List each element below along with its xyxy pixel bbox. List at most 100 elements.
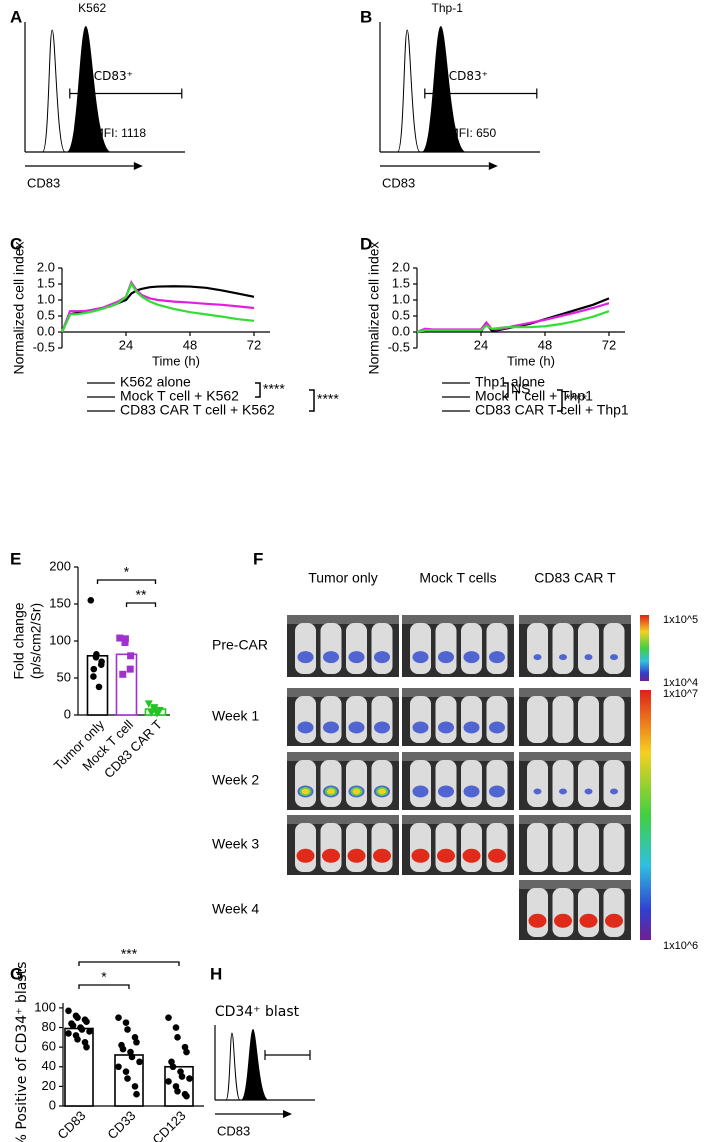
y-tick-label: 60 (42, 1039, 56, 1054)
x-tick-label: CD83 (54, 1108, 88, 1142)
panel-letter: D (360, 234, 372, 253)
signal (323, 651, 339, 664)
mouse (578, 760, 599, 807)
panel-letter: E (10, 549, 21, 568)
x-tick-label: 72 (602, 337, 616, 352)
series-line (60, 281, 255, 333)
signal (323, 721, 339, 734)
mouse (435, 760, 457, 807)
mouse (320, 760, 342, 807)
y-axis-label: Normalized cell index (366, 241, 382, 374)
mouse (486, 623, 508, 674)
significance-bracket (557, 389, 563, 412)
mouse (435, 696, 457, 743)
signal (348, 721, 365, 734)
y-tick-label: 0 (49, 1097, 56, 1112)
y-tick-label: 200 (49, 558, 71, 573)
x-tick-label: 48 (183, 337, 197, 352)
mouse (552, 760, 574, 807)
signal (528, 913, 547, 928)
mouse (320, 623, 342, 674)
data-point (183, 1092, 190, 1100)
significance-label: NS (511, 381, 530, 397)
signal (322, 848, 340, 863)
data-point (86, 1028, 93, 1035)
signal (463, 651, 480, 664)
y-tick-label: 100 (34, 999, 56, 1014)
data-point (65, 1030, 72, 1037)
arrow-head (133, 162, 143, 170)
column-title: CD83 CAR T (534, 570, 616, 586)
signal (437, 848, 455, 863)
data-point (121, 635, 129, 643)
signal (378, 788, 386, 795)
signal (348, 651, 365, 664)
mouse (552, 823, 574, 872)
data-point (74, 1014, 81, 1022)
mouse (552, 888, 574, 937)
data-point (165, 1014, 172, 1022)
mouse (486, 823, 508, 872)
y-tick-label: 2.0 (392, 259, 410, 274)
signal (297, 651, 314, 664)
y-tick-label: 0.0 (392, 323, 410, 338)
data-point (169, 1063, 177, 1071)
mouse (320, 823, 342, 872)
data-point (115, 1014, 122, 1022)
signal (438, 651, 454, 664)
mouse (295, 696, 316, 743)
image-clamp (287, 688, 399, 697)
row-label: Pre-CAR (212, 637, 268, 653)
mouse (486, 760, 508, 807)
data-point (133, 1038, 140, 1046)
data-point (119, 1045, 127, 1053)
y-tick-label: 20 (42, 1078, 56, 1093)
column-title: Mock T cells (419, 570, 496, 586)
mouse (603, 696, 625, 743)
x-axis-label: CD83 (382, 175, 415, 190)
signal (411, 848, 430, 863)
signal (296, 848, 315, 863)
mouse (527, 823, 548, 872)
y-tick-label: 1.0 (37, 291, 55, 306)
row-label: Week 2 (212, 772, 259, 788)
significance-label: *** (121, 946, 138, 962)
data-point (90, 665, 98, 673)
significance-label: **** (263, 381, 285, 397)
signal (347, 848, 366, 863)
y-tick-label: 0 (64, 706, 71, 721)
image-clamp (519, 752, 631, 761)
y-tick-label: 1.5 (392, 275, 410, 290)
control-histogram (225, 1032, 241, 1101)
data-point (119, 670, 127, 678)
y-tick-label: 1.5 (37, 275, 55, 290)
data-point (131, 1083, 139, 1090)
x-axis-label: Time (h) (152, 353, 200, 368)
mouse (527, 696, 548, 743)
panel-letter: B (360, 7, 372, 26)
row-label: Week 1 (212, 708, 259, 724)
mouse (552, 623, 574, 674)
legend-label: Mock T cell + K562 (120, 388, 239, 404)
data-point (83, 1018, 90, 1025)
column-title: Tumor only (308, 570, 378, 586)
data-point (144, 700, 153, 708)
color-scale (640, 615, 649, 681)
y-tick-label: 1.0 (392, 291, 410, 306)
signal (438, 721, 454, 734)
image-clamp (287, 815, 399, 824)
signal (584, 654, 593, 661)
data-point (183, 1048, 190, 1056)
arrow-head (488, 162, 498, 170)
mouse (371, 760, 393, 807)
legend-label: K562 alone (120, 374, 191, 390)
signal (462, 848, 481, 863)
panel-letter: F (253, 549, 263, 568)
significance-label: * (124, 564, 130, 580)
gate-label: CD83⁺ (94, 69, 133, 83)
significance-bracket (309, 389, 315, 412)
mouse (371, 696, 393, 743)
y-axis-label: % Positive of CD34⁺ blasts (14, 962, 30, 1142)
